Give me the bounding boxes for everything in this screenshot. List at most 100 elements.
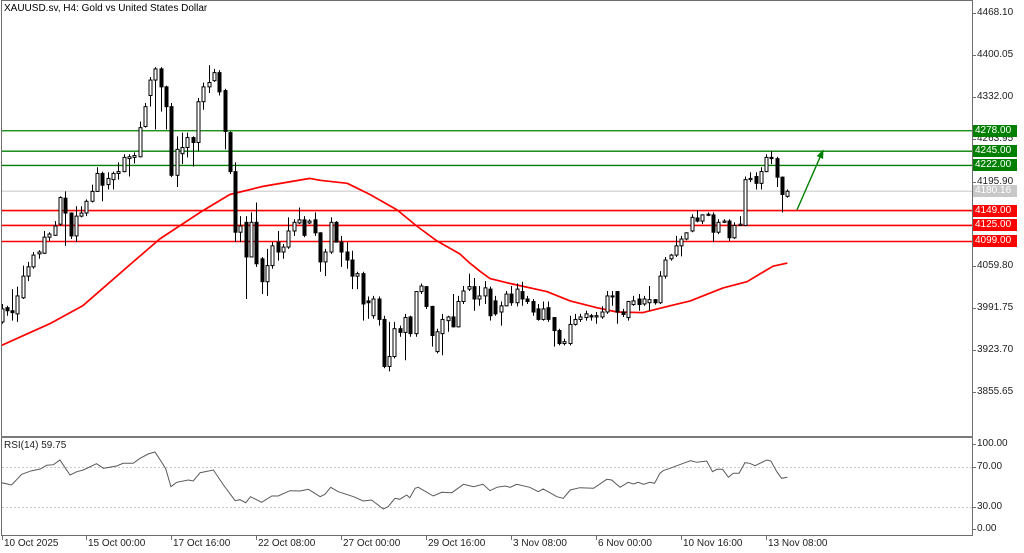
candle-bearish bbox=[780, 176, 785, 213]
price-axis-label: 4332.00 bbox=[977, 91, 1014, 103]
candle-bullish bbox=[95, 167, 100, 193]
candle-bullish bbox=[764, 154, 769, 173]
candle-bearish bbox=[557, 328, 562, 346]
moving-average-line bbox=[2, 177, 788, 347]
time-axis-label: 3 Nov 08:00 bbox=[513, 538, 567, 549]
candle-bullish bbox=[387, 321, 392, 372]
candle-bearish bbox=[552, 316, 557, 347]
rsi-axis-label: 100.00 bbox=[977, 438, 1008, 449]
candle-bullish bbox=[738, 216, 743, 227]
candle-bearish bbox=[10, 289, 15, 321]
candle-bullish bbox=[329, 217, 334, 254]
candle-bullish bbox=[600, 306, 605, 319]
candle-bearish bbox=[260, 256, 265, 295]
candle-bullish bbox=[371, 295, 376, 319]
candle-bullish bbox=[504, 290, 509, 307]
candle-bullish bbox=[31, 252, 36, 269]
candle-bearish bbox=[546, 301, 551, 322]
price-axis-label: 3923.70 bbox=[977, 343, 1014, 355]
candle-bearish bbox=[430, 305, 435, 347]
resistance-price-tag: 4245.00 bbox=[973, 145, 1017, 157]
candle-bullish bbox=[37, 250, 42, 259]
candle-bullish bbox=[674, 235, 679, 257]
price-axis-label: 3855.65 bbox=[977, 386, 1014, 397]
candle-bullish bbox=[180, 132, 185, 165]
rsi-axis-label: 0.00 bbox=[977, 523, 997, 534]
candle-bearish bbox=[318, 232, 323, 272]
candle-bullish bbox=[467, 273, 472, 291]
candle-bullish bbox=[706, 212, 711, 217]
candle-bearish bbox=[302, 216, 307, 238]
candle-bullish bbox=[21, 265, 26, 300]
candle-bullish bbox=[722, 219, 727, 223]
candle-bearish bbox=[711, 212, 716, 243]
candle-bearish bbox=[488, 286, 493, 321]
trend-arrow[interactable] bbox=[796, 149, 824, 211]
candle-bullish bbox=[116, 162, 121, 180]
rsi-indicator-label: RSI(14) 59.75 bbox=[4, 440, 67, 451]
candle-bearish bbox=[345, 242, 350, 269]
candle-bullish bbox=[631, 295, 636, 306]
candle-bullish bbox=[414, 290, 419, 337]
time-axis-label: 22 Oct 08:00 bbox=[258, 538, 316, 549]
price-axis-label: 3991.75 bbox=[977, 301, 1014, 313]
candle-bullish bbox=[759, 167, 764, 190]
time-axis-label: 10 Nov 16:00 bbox=[683, 538, 743, 549]
arrow-head-icon bbox=[816, 149, 824, 159]
price-pane[interactable] bbox=[1, 65, 972, 372]
support-price-tag: 4149.00 bbox=[973, 205, 1017, 217]
candle-bullish bbox=[785, 189, 790, 198]
candle-bullish bbox=[573, 313, 578, 326]
candle-bullish bbox=[499, 301, 504, 326]
candle-bearish bbox=[695, 209, 700, 223]
candle-bullish bbox=[196, 97, 201, 152]
candle-bearish bbox=[334, 221, 339, 243]
candle-bearish bbox=[100, 171, 105, 202]
candle-bullish bbox=[153, 67, 158, 130]
candle-bullish bbox=[207, 65, 212, 94]
candle-bearish bbox=[361, 271, 366, 321]
price-axis-label: 4263.95 bbox=[977, 133, 1014, 145]
candle-bearish bbox=[398, 325, 403, 337]
candle-bearish bbox=[313, 212, 318, 236]
candle-bullish bbox=[541, 301, 546, 321]
chart-title: XAUUSD.sv, H4: Gold vs United States Dol… bbox=[4, 3, 208, 14]
candle-bearish bbox=[244, 216, 249, 300]
resistance-price-tag: 4222.00 bbox=[973, 159, 1017, 171]
rsi-pane[interactable] bbox=[2, 451, 973, 510]
candle-bearish bbox=[382, 315, 387, 369]
candle-bearish bbox=[217, 70, 222, 96]
candle-bullish bbox=[143, 102, 148, 128]
support-price-tag: 4099.00 bbox=[973, 235, 1017, 247]
candle-bullish bbox=[270, 242, 275, 269]
candle-bullish bbox=[419, 283, 424, 295]
candle-bearish bbox=[69, 212, 74, 240]
candle-bearish bbox=[276, 230, 281, 261]
candle-bullish bbox=[122, 154, 127, 173]
candle-bullish bbox=[562, 338, 567, 346]
candle-bearish bbox=[254, 202, 259, 267]
rsi-axis-label: 70.00 bbox=[977, 461, 1003, 472]
candle-bearish bbox=[377, 296, 382, 326]
candle-bullish bbox=[281, 243, 286, 259]
candle-bullish bbox=[403, 313, 408, 361]
candle-bearish bbox=[769, 151, 774, 165]
candle-bullish bbox=[238, 216, 243, 243]
candle-bullish bbox=[515, 283, 520, 307]
rsi-line bbox=[2, 451, 788, 510]
candle-bullish bbox=[127, 154, 132, 177]
candle-bullish bbox=[748, 172, 753, 183]
candle-bearish bbox=[233, 162, 238, 243]
candle-bullish bbox=[578, 313, 583, 322]
candle-bearish bbox=[531, 299, 536, 316]
candle-bearish bbox=[169, 102, 174, 178]
candle-bearish bbox=[589, 313, 594, 321]
candle-bullish bbox=[26, 261, 31, 282]
candle-bullish bbox=[111, 171, 116, 190]
candle-bullish bbox=[684, 232, 689, 241]
candle-bullish bbox=[323, 248, 328, 277]
price-axis-label: 4195.90 bbox=[977, 175, 1014, 187]
candle-bullish bbox=[2, 303, 5, 324]
